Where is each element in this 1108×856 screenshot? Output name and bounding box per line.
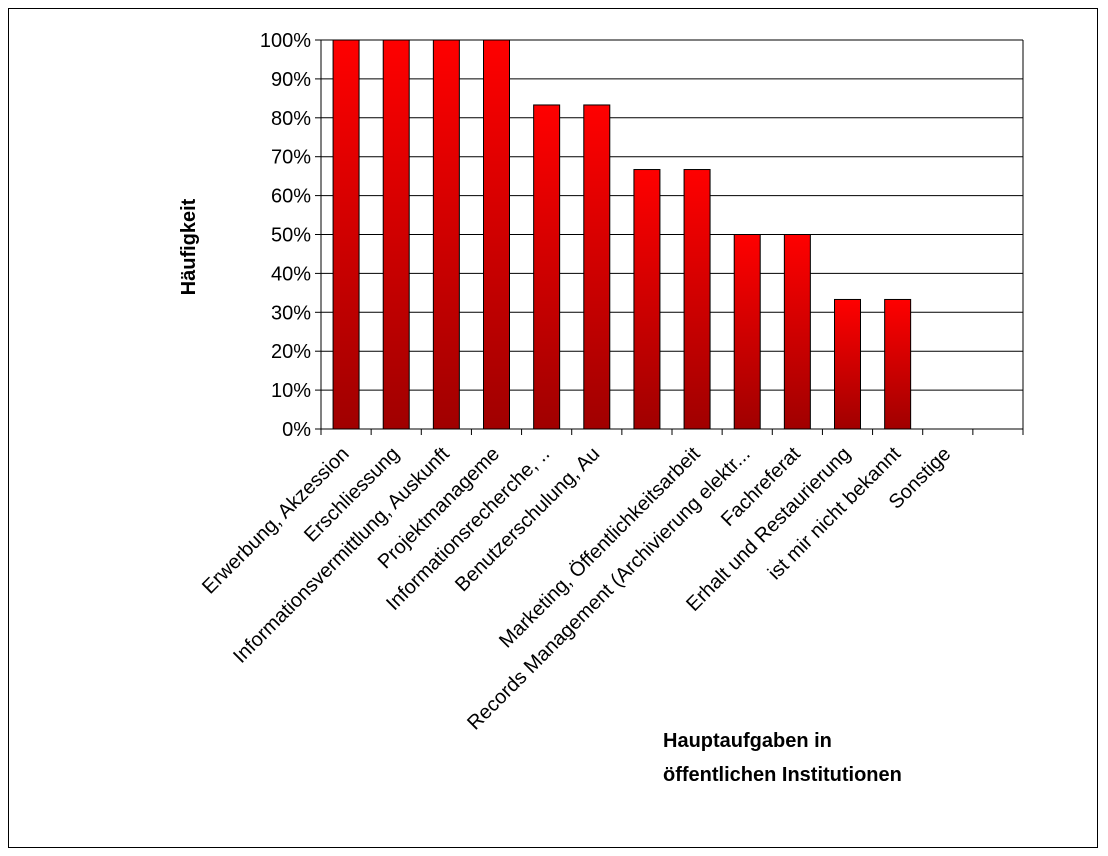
bar xyxy=(483,39,510,430)
bar xyxy=(382,39,410,430)
y-tick-label: 40% xyxy=(271,263,311,285)
x-axis-title-line-1: Hauptaufgaben in xyxy=(663,730,832,752)
y-tick-label: 20% xyxy=(271,341,311,363)
y-tick-label: 0% xyxy=(282,419,311,441)
bar xyxy=(683,169,711,430)
bar-chart: 0% 10% 20% 30% 40% 50% 60% 70% 80% 90% 100% Erwerb… xyxy=(178,30,1024,786)
x-tick-labels: Erwerbung, AkzessionErschliessungInforma… xyxy=(198,443,955,735)
bar xyxy=(432,39,460,430)
y-tick-label: 50% xyxy=(271,225,311,247)
x-axis-title-line-2: öffentlichen Institutionen xyxy=(663,764,902,786)
y-tick-label: 60% xyxy=(271,186,311,208)
bar xyxy=(583,104,611,430)
bar xyxy=(332,39,360,430)
y-tick-label: 70% xyxy=(271,147,311,169)
bar xyxy=(533,104,561,430)
bar xyxy=(884,298,912,430)
y-tick-label: 90% xyxy=(271,69,311,91)
axes xyxy=(320,39,1024,435)
y-tick-label: 10% xyxy=(271,380,311,402)
x-tick-label: Informationsvermittlung, Auskunft xyxy=(229,443,454,668)
y-axis-title: Häufigkeit xyxy=(178,198,200,295)
bar xyxy=(834,298,861,430)
y-tick-label: 30% xyxy=(271,302,311,324)
bar xyxy=(783,234,811,430)
bar xyxy=(633,169,661,430)
y-tick-label: 80% xyxy=(271,108,311,130)
chart-frame: 0% 10% 20% 30% 40% 50% 60% 70% 80% 90% 100% Erwerb… xyxy=(8,8,1098,848)
y-tick-label: 100% xyxy=(260,30,311,52)
bar xyxy=(733,234,761,430)
gridlines xyxy=(315,39,1023,430)
bars xyxy=(332,39,912,430)
y-tick-labels: 0% 10% 20% 30% 40% 50% 60% 70% 80% 90% 100% xyxy=(260,30,311,441)
